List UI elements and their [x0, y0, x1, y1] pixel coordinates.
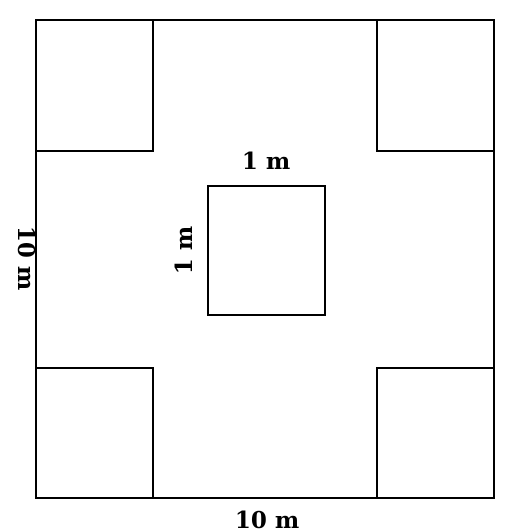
corner-square-top-left [36, 20, 154, 152]
outer-width-label: 10 m [235, 507, 299, 532]
corner-square-top-right [376, 20, 494, 152]
corner-square-bottom-left [36, 367, 154, 498]
inner-height-label: 1 m [171, 226, 198, 274]
inner-width-label: 1 m [242, 148, 290, 175]
corner-square-bottom-right [376, 367, 494, 498]
outer-height-label: 10 m [12, 226, 39, 290]
outer-square [35, 19, 495, 499]
inner-square [207, 185, 326, 316]
